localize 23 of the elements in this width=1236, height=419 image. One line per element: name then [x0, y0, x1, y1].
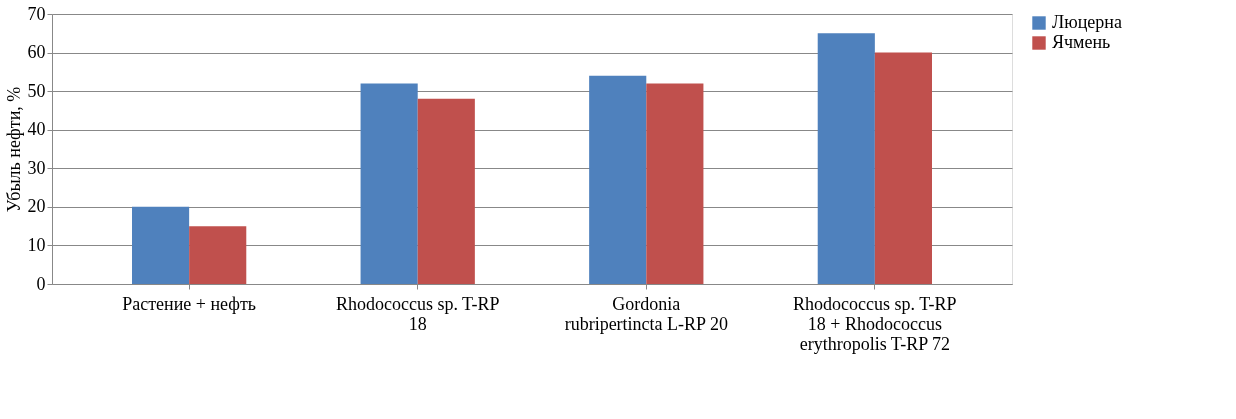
bar [189, 226, 247, 284]
y-tick-label: 20 [27, 196, 46, 217]
bar [132, 206, 190, 284]
bar [874, 52, 932, 284]
bar [817, 33, 875, 284]
x-tick-label: Растение + нефть [122, 293, 257, 314]
bar [417, 98, 475, 284]
y-tick-label: 10 [27, 234, 46, 255]
y-tick-label: 70 [27, 3, 46, 24]
x-tick-label: Rhodococcus sp. T-RP 18 + Rhodococcus erythropolis T-RP 72 [793, 293, 957, 354]
y-tick-label: 40 [27, 119, 46, 140]
bar [589, 75, 647, 284]
y-tick-label: 60 [27, 42, 46, 63]
x-tick-label: Rhodococcus sp. T-RP 18 [335, 293, 500, 334]
y-tick-label: 50 [27, 80, 46, 101]
x-tick-label: Gordonia rubripertincta L-RP 20 [564, 293, 728, 334]
y-axis-title: Убыль нефти, % [3, 86, 24, 213]
y-tick-label: 0 [36, 273, 46, 294]
y-tick-label: 30 [27, 157, 46, 178]
legend-label: Люцерна [1052, 12, 1122, 32]
legend-label: Ячмень [1052, 32, 1111, 52]
bar [646, 83, 704, 284]
bar [360, 83, 418, 284]
